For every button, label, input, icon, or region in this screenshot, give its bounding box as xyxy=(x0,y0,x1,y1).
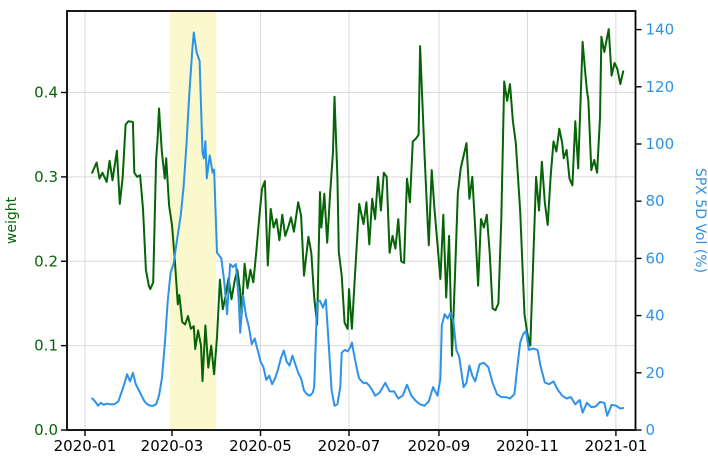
series-layer xyxy=(91,28,625,417)
x-tick-label: 2020-11 xyxy=(496,437,559,455)
left-tick-label: 0.3 xyxy=(34,168,58,186)
right-tick-label: 20 xyxy=(646,364,665,382)
axis-label-layer: weight SPX 5D Vol (%) xyxy=(4,168,708,273)
x-tick-label: 2020-03 xyxy=(141,437,204,455)
right-tick-label: 100 xyxy=(646,135,675,153)
right-tick-label: 0 xyxy=(646,421,656,439)
grid-layer xyxy=(67,11,636,431)
x-tick-label: 2020-09 xyxy=(408,437,471,455)
x-tick-label: 2020-07 xyxy=(318,437,381,455)
left-tick-label: 0.4 xyxy=(34,84,58,102)
right-axis-title: SPX 5D Vol (%) xyxy=(692,168,708,273)
x-tick-label: 2021-01 xyxy=(585,437,648,455)
right-tick-label: 80 xyxy=(646,192,665,210)
right-tick-label: 40 xyxy=(646,307,665,325)
right-tick-label: 60 xyxy=(646,249,665,267)
x-tick-label: 2020-01 xyxy=(54,437,117,455)
plot-border xyxy=(66,10,637,431)
x-tick-label: 2020-05 xyxy=(229,437,292,455)
left-tick-label: 0.1 xyxy=(34,337,58,355)
right-tick-label: 140 xyxy=(646,21,675,39)
left-axis-title: weight xyxy=(4,196,20,244)
tick-layer: 2020-01 2020-03 2020-05 2020-07 2020-09 2020-… xyxy=(34,21,674,455)
left-tick-label: 0.2 xyxy=(34,252,58,270)
series-line-left xyxy=(91,28,625,383)
right-tick-label: 120 xyxy=(646,78,675,96)
left-tick-label: 0.0 xyxy=(34,421,58,439)
series-line-right xyxy=(91,31,625,417)
axes-spines xyxy=(66,10,637,431)
